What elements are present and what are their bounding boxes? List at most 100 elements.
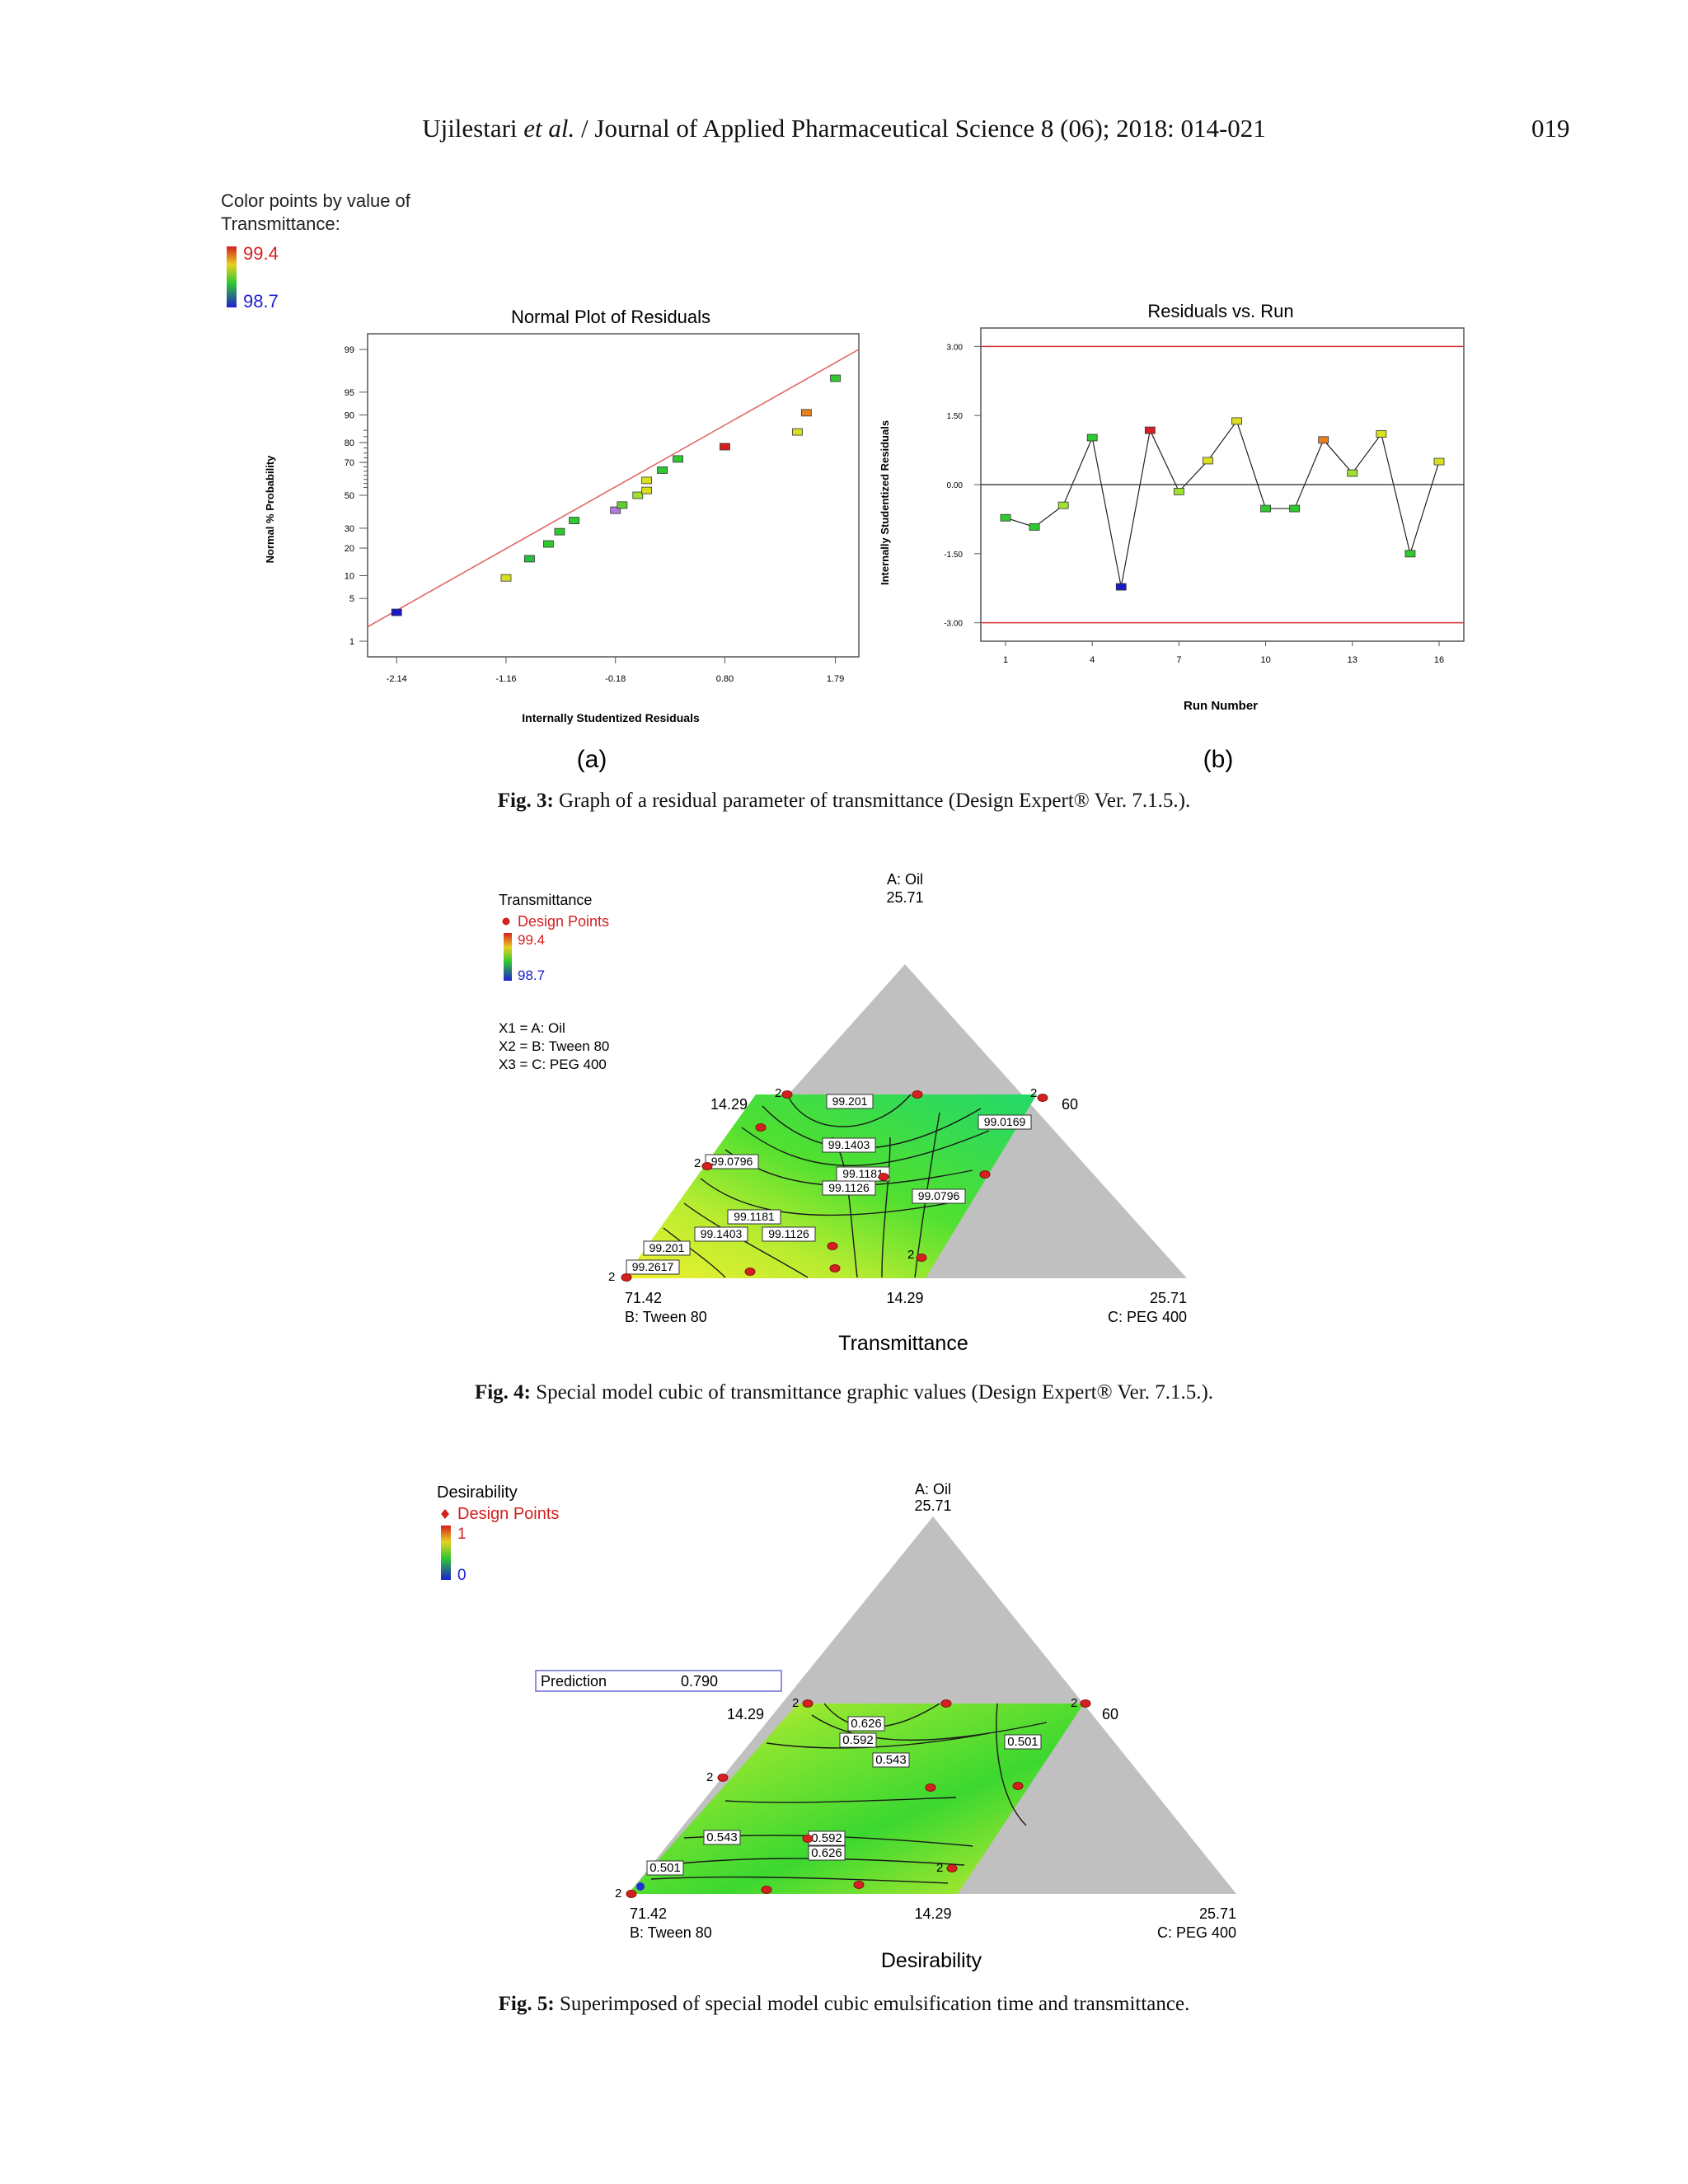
normal-plot-reference-line bbox=[367, 349, 860, 628]
fig3-caption-text: Graph of a residual parameter of transmi… bbox=[553, 790, 1191, 812]
design-point bbox=[829, 1264, 841, 1272]
fig5-contour-label: 0.543 bbox=[706, 1830, 738, 1844]
fig4-bottom-left-name: B: Tween 80 bbox=[625, 1309, 707, 1325]
fig4-contour-label: 99.1181 bbox=[734, 1210, 775, 1223]
header-authors: Ujilestari bbox=[422, 114, 518, 143]
residuals-run-y-tick-label: 0.00 bbox=[947, 481, 964, 490]
design-point bbox=[802, 1835, 814, 1843]
normal-plot-x-tick-label: -0.18 bbox=[605, 674, 626, 684]
fig3-caption: Fig. 3: Graph of a residual parameter of… bbox=[0, 790, 1688, 813]
residuals-run-point bbox=[1289, 504, 1301, 513]
fig4-caption-text: Special model cubic of transmittance gra… bbox=[531, 1381, 1214, 1404]
design-point bbox=[781, 1090, 793, 1099]
fig3-legend-high: 99.4 bbox=[243, 243, 279, 264]
residuals-run-y-tick-label: -1.50 bbox=[944, 551, 963, 560]
fig4-contour-label: 99.0796 bbox=[711, 1155, 753, 1168]
normal-plot-point bbox=[720, 443, 730, 451]
figure-4: Transmittance Design Points 99.4 98.7 X1… bbox=[499, 871, 1187, 1355]
fig5-legend-high: 1 bbox=[457, 1526, 467, 1543]
normal-plot-point bbox=[524, 555, 535, 563]
panel-a-label: (a) bbox=[577, 746, 607, 773]
replicate-mark: 2 bbox=[936, 1861, 943, 1875]
residuals-run-point bbox=[1144, 426, 1156, 434]
running-head: Ujilestari et al. / Journal of Applied P… bbox=[0, 114, 1688, 143]
replicate-mark: 2 bbox=[694, 1156, 701, 1170]
normal-plot-y-tick-label: 1 bbox=[349, 637, 354, 647]
fig5-low-point bbox=[636, 1882, 645, 1891]
fig5-replicate-marks: 2 2 2 2 2 bbox=[615, 1696, 1077, 1900]
normal-plot-x-tick-label: -1.16 bbox=[495, 674, 516, 684]
normal-plot-y-tick-label: 5 bbox=[349, 594, 354, 604]
design-point bbox=[853, 1881, 865, 1889]
normal-plot-of-residuals: Normal Plot of Residuals Normal % Probab… bbox=[264, 307, 860, 724]
fig4-contour-label: 99.201 bbox=[832, 1094, 868, 1108]
replicate-mark: 2 bbox=[775, 1086, 781, 1100]
fig4-x1: X1 = A: Oil bbox=[499, 1020, 565, 1036]
fig5-contour-label: 0.543 bbox=[875, 1753, 907, 1767]
design-point bbox=[878, 1173, 889, 1181]
fig5-contour-label: 0.592 bbox=[842, 1733, 874, 1747]
fig5-contour-label: 0.501 bbox=[649, 1861, 681, 1875]
residuals-run-point bbox=[1029, 523, 1040, 531]
fig4-contour-label: 99.1403 bbox=[828, 1138, 870, 1151]
normal-plot-point bbox=[391, 608, 402, 616]
fig3-caption-label: Fig. 3: bbox=[497, 790, 554, 812]
fig5-legend-low: 0 bbox=[457, 1567, 467, 1584]
fig4-legend-high: 99.4 bbox=[518, 932, 545, 948]
fig5-legend-title: Desirability bbox=[437, 1483, 518, 1502]
design-point bbox=[912, 1090, 923, 1099]
normal-plot-title: Normal Plot of Residuals bbox=[511, 307, 710, 327]
normal-plot-x-tick-label: 1.79 bbox=[827, 674, 844, 684]
normal-plot-point bbox=[792, 428, 803, 436]
fig5-bottom-left-value: 71.42 bbox=[630, 1905, 667, 1922]
fig4-caption: Fig. 4: Special model cubic of transmitt… bbox=[0, 1381, 1688, 1404]
residuals-run-x-tick-label: 10 bbox=[1260, 655, 1270, 665]
design-point bbox=[701, 1162, 713, 1170]
replicate-mark: 2 bbox=[1071, 1696, 1077, 1710]
fig5-left-top: 14.29 bbox=[727, 1706, 764, 1722]
design-point bbox=[940, 1699, 952, 1708]
prediction-value: 0.790 bbox=[681, 1673, 718, 1690]
fig4-contour-label: 99.1126 bbox=[828, 1181, 870, 1194]
figure-5: Desirability Design Points 1 0 Predictio… bbox=[437, 1481, 1236, 1972]
fig5-contour-label: 0.592 bbox=[811, 1831, 842, 1845]
fig4-bottom-right-name: C: PEG 400 bbox=[1108, 1309, 1187, 1325]
fig4-design-point-icon bbox=[502, 917, 510, 926]
residuals-run-y-tick-label: 1.50 bbox=[947, 412, 964, 421]
page-number: 019 bbox=[1531, 114, 1570, 143]
design-point bbox=[626, 1890, 637, 1898]
fig5-apex-label: A: Oil bbox=[915, 1481, 951, 1497]
fig4-legend-title: Transmittance bbox=[499, 892, 592, 908]
residuals-vs-run-plot: Residuals vs. Run Internally Studentized… bbox=[879, 301, 1465, 713]
header-etal: et al. bbox=[523, 114, 575, 143]
replicate-mark: 2 bbox=[615, 1886, 621, 1900]
fig5-contour-label: 0.501 bbox=[1007, 1735, 1039, 1749]
design-point bbox=[827, 1242, 838, 1250]
residuals-run-series-line bbox=[1005, 419, 1440, 588]
normal-plot-point bbox=[610, 506, 621, 514]
fig4-design-points bbox=[621, 1090, 1048, 1282]
fig5-contour-label: 0.626 bbox=[851, 1717, 882, 1731]
fig4-title: Transmittance bbox=[838, 1332, 968, 1355]
residuals-run-x-tick-label: 4 bbox=[1090, 655, 1095, 665]
design-point bbox=[744, 1268, 756, 1276]
replicate-mark: 2 bbox=[907, 1248, 914, 1262]
replicate-mark: 2 bbox=[1030, 1086, 1037, 1100]
residuals-run-point bbox=[1404, 550, 1416, 558]
fig5-contour-labels: 0.626 0.592 0.501 0.543 0.543 0.592 0.62… bbox=[646, 1716, 1042, 1876]
fig4-apex-value: 25.71 bbox=[886, 889, 923, 906]
normal-plot-frame bbox=[367, 333, 860, 658]
fig4-contour-label: 99.2617 bbox=[632, 1260, 674, 1273]
residuals-run-point bbox=[1174, 487, 1184, 495]
design-point bbox=[802, 1699, 814, 1708]
fig3-legend-title-1: Color points by value of bbox=[221, 190, 411, 211]
residuals-run-point bbox=[1203, 457, 1213, 465]
fig5-design-points bbox=[626, 1699, 1091, 1898]
residuals-run-point bbox=[1000, 513, 1011, 522]
header-journal: / Journal of Applied Pharmaceutical Scie… bbox=[581, 114, 1266, 143]
design-point bbox=[1012, 1782, 1024, 1790]
residuals-run-point bbox=[1260, 504, 1271, 513]
fig4-contour-label: 99.1181 bbox=[842, 1167, 884, 1180]
normal-plot-point bbox=[657, 466, 668, 474]
fig5-legend-design: Design Points bbox=[457, 1505, 559, 1523]
